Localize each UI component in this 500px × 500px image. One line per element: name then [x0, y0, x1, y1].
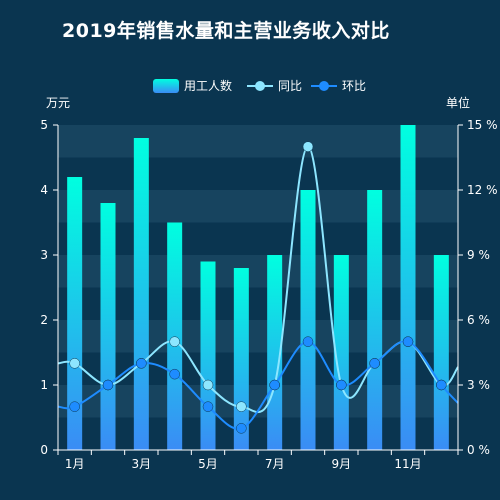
- legend-swatch-mom-dot[interactable]: [319, 81, 329, 91]
- yoy-point-6月[interactable]: [236, 401, 247, 412]
- y-right-tick-label: 9 %: [467, 248, 490, 262]
- bar-9月[interactable]: [333, 255, 349, 450]
- mom-point-10月[interactable]: [369, 358, 380, 369]
- bar-1月[interactable]: [67, 177, 83, 450]
- mom-point-11月[interactable]: [402, 336, 414, 347]
- x-tick-label: 1月: [65, 457, 85, 471]
- mom-point-8月[interactable]: [302, 336, 314, 347]
- mom-point-12月[interactable]: [436, 379, 447, 391]
- y-right-tick-label: 0 %: [467, 443, 490, 457]
- bar-11月[interactable]: [400, 125, 416, 450]
- mom-point-2月[interactable]: [102, 379, 114, 391]
- mom-point-9月[interactable]: [336, 379, 347, 391]
- mom-point-7月[interactable]: [269, 379, 280, 391]
- x-tick-label: 11月: [394, 457, 421, 471]
- bar-3月[interactable]: [133, 138, 149, 450]
- y-left-tick-label: 5: [40, 118, 48, 132]
- legend: 用工人数 同比 环比: [153, 78, 366, 93]
- y-left-tick-label: 4: [40, 183, 48, 197]
- mom-point-3月[interactable]: [136, 358, 147, 369]
- bar-6月[interactable]: [233, 268, 249, 450]
- legend-label-yoy: 同比: [278, 79, 302, 93]
- y-left-tick-label: 2: [40, 313, 48, 327]
- y-left-tick-label: 0: [40, 443, 48, 457]
- yoy-point-4月[interactable]: [169, 336, 180, 347]
- y-right-unit-label: 单位: [446, 95, 470, 110]
- yoy-point-8月[interactable]: [302, 141, 314, 152]
- legend-swatch-yoy-dot[interactable]: [255, 81, 265, 91]
- y-left-tick-label: 1: [40, 378, 48, 392]
- x-tick-label: 5月: [198, 457, 218, 471]
- bar-5月[interactable]: [200, 261, 216, 451]
- grid-band: [58, 255, 458, 288]
- y-left-tick-label: 3: [40, 248, 48, 262]
- chart-title: 2019年销售水量和主营业务收入对比: [62, 20, 390, 42]
- bar-8月[interactable]: [300, 190, 316, 450]
- mom-point-4月[interactable]: [169, 368, 180, 380]
- mom-point-1月[interactable]: [69, 401, 80, 412]
- x-tick-label: 3月: [132, 457, 152, 471]
- bar-4月[interactable]: [167, 222, 183, 451]
- bar-12月[interactable]: [433, 255, 449, 450]
- legend-label-bar: 用工人数: [184, 78, 232, 93]
- y-left-unit-label: 万元: [46, 96, 70, 110]
- bar-10月[interactable]: [367, 190, 383, 450]
- mom-point-6月[interactable]: [236, 423, 247, 434]
- yoy-point-1月[interactable]: [69, 358, 80, 369]
- x-tick-label: 7月: [265, 457, 285, 471]
- grid-band: [58, 190, 458, 223]
- y-right-tick-label: 3 %: [467, 378, 490, 392]
- y-right-tick-label: 15 %: [467, 118, 498, 132]
- x-tick-label: 9月: [332, 457, 352, 471]
- legend-swatch-bar[interactable]: [153, 79, 179, 93]
- grid-band: [58, 125, 458, 158]
- yoy-point-5月[interactable]: [202, 379, 214, 391]
- mom-point-5月[interactable]: [202, 401, 214, 412]
- grid-band: [58, 320, 458, 353]
- y-right-tick-label: 6 %: [467, 313, 490, 327]
- bar-2月[interactable]: [100, 203, 116, 450]
- y-right-tick-label: 12 %: [467, 183, 498, 197]
- bar-7月[interactable]: [267, 255, 283, 450]
- legend-label-mom: 环比: [342, 79, 366, 93]
